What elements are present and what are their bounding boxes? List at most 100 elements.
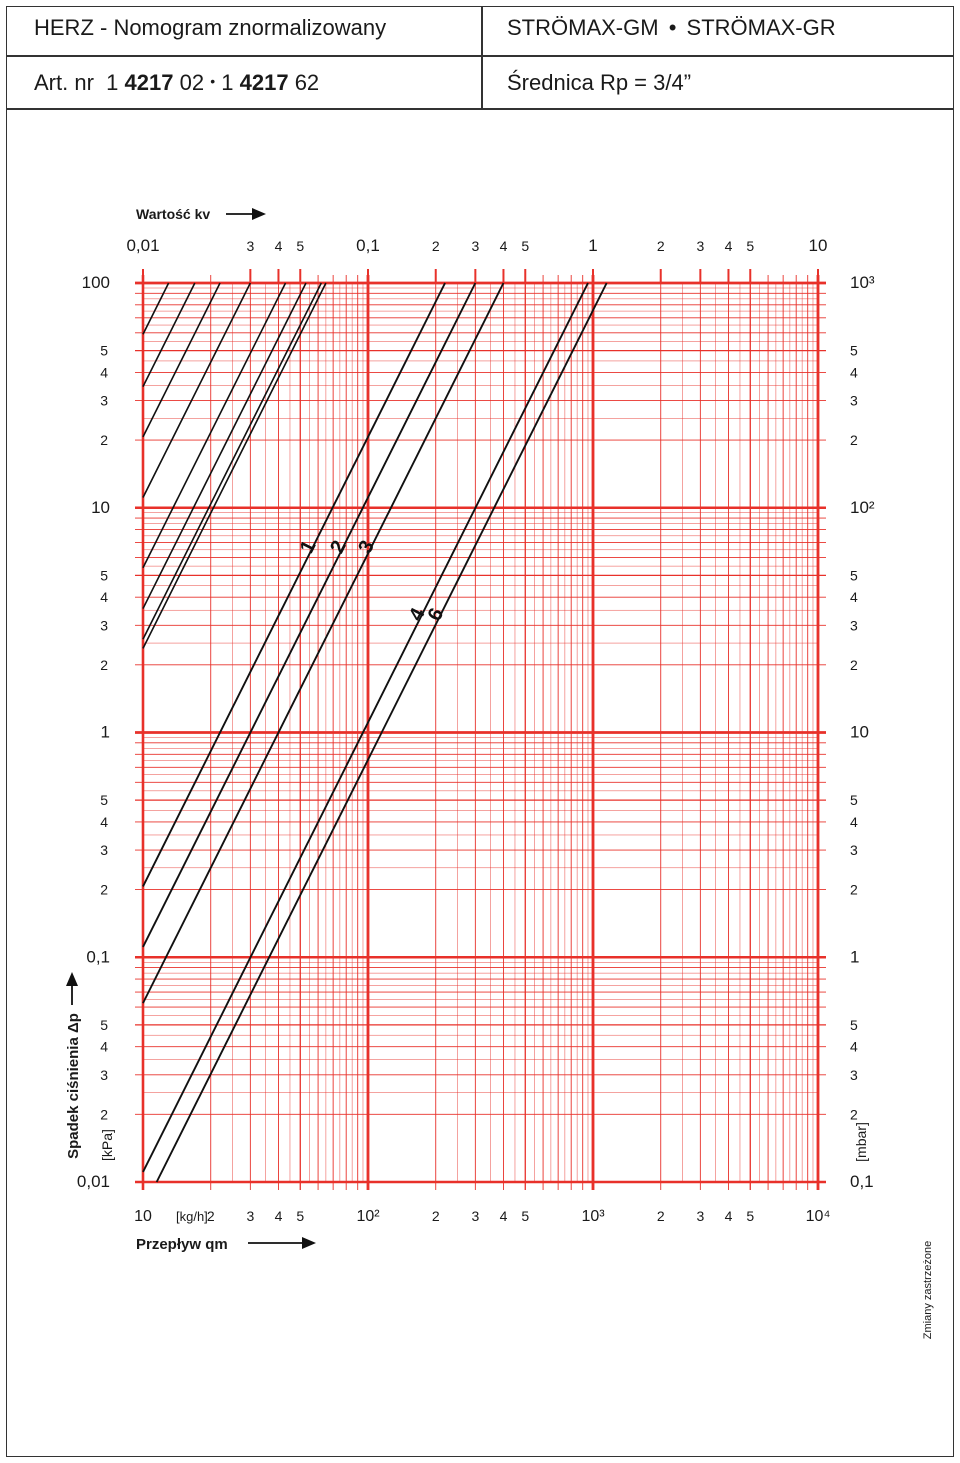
kv-arrow-head [252, 208, 266, 220]
kv-tick-label: 2 [432, 238, 440, 254]
y-left-tick-label: 5 [100, 1017, 108, 1033]
y-left-unit: [kPa] [99, 1129, 115, 1161]
y-left-tick-label: 2 [100, 432, 108, 448]
kv-tick-label: 10 [809, 236, 828, 255]
header-diameter: Średnica Rp = 3/4” [507, 70, 692, 95]
y-left-tick-label: 3 [100, 617, 108, 633]
kv-tick-label: 5 [521, 238, 529, 254]
product-separator: • [668, 15, 677, 40]
series-line-6 [155, 282, 608, 1183]
series-line-3 [142, 282, 505, 1004]
y-left-tick-label: 3 [100, 842, 108, 858]
y-right-tick-label: 2 [850, 432, 858, 448]
series-line-4 [142, 282, 589, 1173]
x-unit-label: [kg/h] [176, 1209, 208, 1224]
y-right-tick-label: 10 [850, 723, 869, 742]
y-left-tick-label: 100 [82, 273, 110, 292]
x-tick-label: 4 [500, 1208, 508, 1224]
y-right-tick-label: 5 [850, 1017, 858, 1033]
x-tick-label: 2 [207, 1208, 215, 1224]
header-article: Art. nr 1 4217 02 • 1 4217 62 [34, 70, 319, 96]
series-lines: 1 2 346 [142, 282, 608, 1183]
kv-tick-label: 4 [275, 238, 283, 254]
y-left-tick-label: 0,1 [86, 947, 110, 966]
x-tick-label: 5 [296, 1208, 304, 1224]
y-right-tick-label: 0,1 [850, 1172, 874, 1191]
y-right-tick-label: 4 [850, 1039, 858, 1055]
y-right-tick-label: 5 [850, 792, 858, 808]
kv-tick-label: 5 [746, 238, 754, 254]
kv-line [142, 282, 170, 335]
kv-line [142, 282, 323, 640]
kv-tick-label: 4 [725, 238, 733, 254]
x-tick-label: 3 [696, 1208, 704, 1224]
y-right-tick-label: 5 [850, 343, 858, 359]
y-left-tick-label: 5 [100, 567, 108, 583]
x-tick-label: 10³ [581, 1208, 605, 1225]
y-left-tick-label: 4 [100, 1039, 108, 1055]
y-axis-title: Spadek ciśnienia Δp [65, 1013, 82, 1159]
y-left-tick-label: 2 [100, 882, 108, 898]
article-2a: 1 [221, 70, 234, 95]
article-2b: 4217 [239, 70, 289, 95]
kv-line [142, 282, 307, 609]
kv-tick-label: 5 [296, 238, 304, 254]
article-prefix: Art. nr [34, 70, 94, 95]
article-2c: 62 [294, 70, 320, 95]
y-left-tick-label: 1 [101, 723, 110, 742]
x-tick-label: 2 [657, 1208, 665, 1224]
x-tick-label: 10² [356, 1208, 380, 1225]
header-title: HERZ - Nomogram znormalizowany [34, 15, 387, 40]
y-right-unit: [mbar] [853, 1122, 869, 1162]
y-right-tick-label: 1 [850, 947, 859, 966]
kv-diagonals [142, 282, 327, 649]
kv-tick-label: 0,01 [126, 236, 159, 255]
header-divider-bottom [7, 108, 953, 110]
y-right-tick-label: 3 [850, 1067, 858, 1083]
article-1b: 4217 [124, 70, 174, 95]
y-right-tick-label: 2 [850, 882, 858, 898]
kv-tick-label: 3 [696, 238, 704, 254]
kv-line [142, 282, 287, 569]
x-tick-label: 4 [275, 1208, 283, 1224]
y-right-tick-label: 4 [850, 589, 858, 605]
header-divider-vertical [481, 7, 483, 109]
y-left-tick-label: 3 [100, 1067, 108, 1083]
x-tick-label: 5 [746, 1208, 754, 1224]
y-left-tick-label: 2 [100, 1106, 108, 1122]
y-left-tick-label: 0,01 [77, 1172, 110, 1191]
kv-tick-label: 4 [500, 238, 508, 254]
x-tick-label: 5 [521, 1208, 529, 1224]
y-right-tick-label: 10³ [850, 273, 875, 292]
x-tick-label: 10⁴ [806, 1208, 831, 1225]
kv-tick-label: 3 [246, 238, 254, 254]
article-separator: • [210, 73, 216, 89]
product-gm: STRÖMAX-GM [507, 15, 659, 40]
kv-tick-label: 3 [471, 238, 479, 254]
y-right-tick-label: 4 [850, 814, 858, 830]
y-arrow-head [66, 972, 78, 986]
y-right-tick-label: 2 [850, 657, 858, 673]
axis-labels: 10 2 3 4 5 10² 2 3 4 5 10³ 2 3 4 5 10⁴[kg/h]Przepływ qm… [65, 206, 934, 1339]
kv-line [142, 282, 221, 438]
grid [135, 269, 826, 1190]
y-left-tick-label: 5 [100, 343, 108, 359]
product-gr: STRÖMAX-GR [686, 15, 836, 40]
kv-tick-label: 2 [657, 238, 665, 254]
y-left-tick-label: 10 [91, 498, 110, 517]
x-tick-label: 3 [246, 1208, 254, 1224]
y-left-tick-label: 4 [100, 364, 108, 380]
x-tick-label: 10 [134, 1208, 152, 1225]
y-left-tick-label: 2 [100, 657, 108, 673]
y-left-tick-label: 4 [100, 814, 108, 830]
y-right-tick-label: 3 [850, 617, 858, 633]
x-tick-label: 3 [471, 1208, 479, 1224]
y-left-tick-label: 4 [100, 589, 108, 605]
y-right-tick-label: 10² [850, 498, 875, 517]
kv-tick-label: 0,1 [356, 236, 380, 255]
article-1c: 02 [179, 70, 205, 95]
kv-line [142, 282, 252, 498]
page-frame [6, 6, 954, 1457]
y-right-tick-label: 3 [850, 842, 858, 858]
